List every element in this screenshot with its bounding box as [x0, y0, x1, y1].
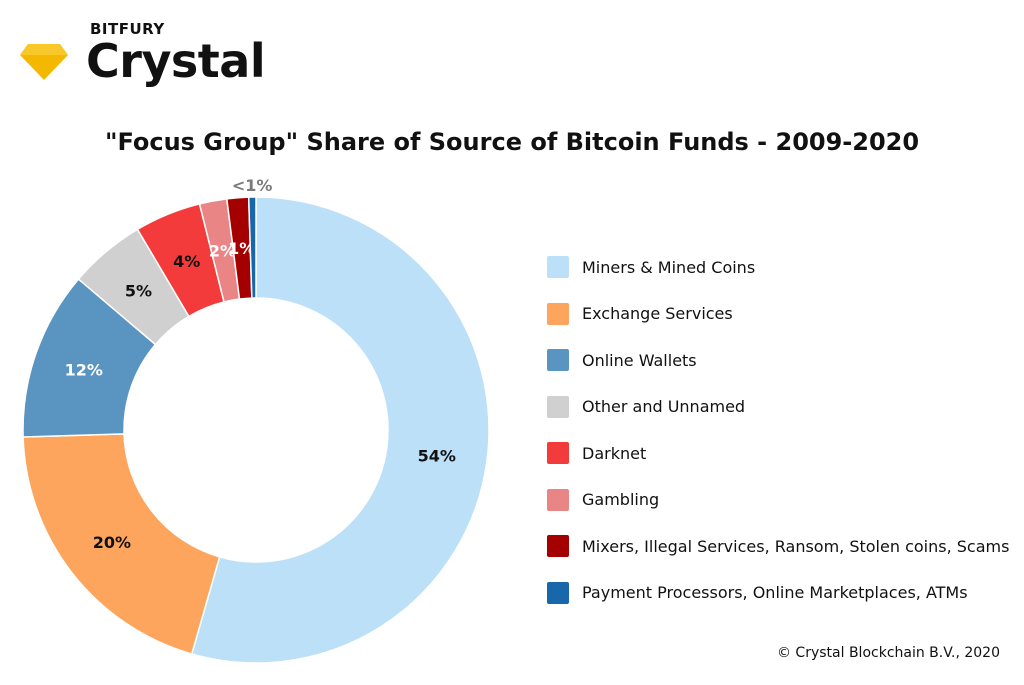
legend-swatch	[547, 302, 569, 325]
legend-item-exchange-services: Exchange Services	[547, 302, 1009, 326]
slice-payment-processors-online-marketplaces-atms	[247, 196, 257, 299]
legend-label: Darknet	[582, 443, 647, 463]
legend-swatch	[547, 535, 569, 557]
data-label-payment-processors-online-marketplaces-atms: <1%	[232, 176, 273, 195]
data-label-other-and-unnamed: 5%	[125, 281, 152, 300]
data-label-mixers-illegal-services-ransom-stolen-coins-scams: 1%	[228, 239, 255, 258]
legend-label: Payment Processors, Online Marketplaces,…	[582, 583, 968, 602]
legend-swatch	[547, 488, 569, 511]
legend-label: Gambling	[582, 490, 660, 509]
legend-label: Exchange Services	[582, 304, 733, 323]
legend-swatch	[547, 442, 569, 464]
slice-exchange-services	[22, 433, 221, 655]
data-label-miners-mined-coins: 54%	[418, 446, 456, 465]
donut-chart: 54% 20% 12% 5% 4% 2%1% <1%	[22, 176, 490, 664]
data-label-darknet: 4%	[173, 252, 200, 271]
brand-crystal: Crystal	[86, 34, 266, 88]
legend-swatch	[547, 256, 569, 278]
legend-label: Other and Unnamed	[582, 397, 746, 416]
legend-swatch	[547, 349, 569, 371]
legend-item-gambling: Gambling	[547, 488, 1009, 512]
legend-swatch	[547, 395, 569, 418]
crystal-logo: BITFURY Crystal	[20, 16, 266, 96]
legend-item-mixers-illegal-services-ransom-stolen-coins-scams: Mixers, Illegal Services, Ransom, Stolen…	[547, 534, 1009, 558]
diamond-icon	[20, 44, 68, 80]
legend-label: Miners & Mined Coins	[582, 257, 756, 277]
legend-item-other-and-unnamed: Other and Unnamed	[547, 395, 1009, 419]
data-label-exchange-services: 20%	[93, 533, 131, 552]
legend-item-payment-processors-online-marketplaces-atms: Payment Processors, Online Marketplaces,…	[547, 581, 1009, 605]
copyright-footer: © Crystal Blockchain B.V., 2020	[776, 645, 1000, 661]
legend-swatch	[547, 581, 569, 604]
legend-item-darknet: Darknet	[547, 441, 1009, 465]
legend-label: Mixers, Illegal Services, Ransom, Stolen…	[582, 536, 1010, 556]
data-label-online-wallets: 12%	[65, 361, 103, 380]
slice-miners-mined-coins	[190, 196, 490, 664]
chart-legend: Miners & Mined Coins Exchange Services Onl…	[547, 255, 1009, 627]
legend-label: Online Wallets	[582, 350, 697, 370]
brand-bitfury: BITFURY	[90, 20, 165, 38]
data-label-gambling: 2%	[209, 242, 236, 261]
chart-title: "Focus Group" Share of Source of Bitcoin…	[104, 128, 920, 156]
legend-item-online-wallets: Online Wallets	[547, 348, 1009, 372]
legend-item-miners-mined-coins: Miners & Mined Coins	[547, 255, 1009, 279]
